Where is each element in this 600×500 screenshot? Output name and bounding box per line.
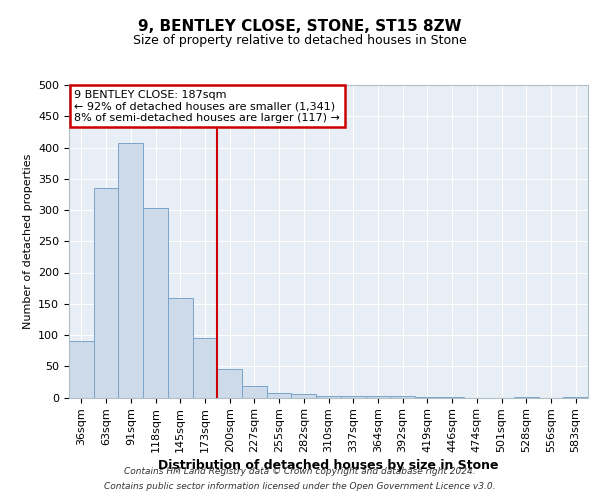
Bar bbox=[292, 394, 316, 398]
Y-axis label: Number of detached properties: Number of detached properties bbox=[23, 154, 32, 329]
Bar bbox=[316, 396, 341, 398]
Bar bbox=[193, 338, 217, 398]
Bar bbox=[514, 397, 539, 398]
Bar bbox=[168, 298, 193, 398]
Bar bbox=[440, 397, 464, 398]
Text: Contains HM Land Registry data © Crown copyright and database right 2024.: Contains HM Land Registry data © Crown c… bbox=[124, 467, 476, 476]
Bar bbox=[118, 143, 143, 398]
Bar bbox=[563, 397, 588, 398]
Bar bbox=[143, 208, 168, 398]
Bar bbox=[242, 386, 267, 398]
Bar bbox=[69, 341, 94, 398]
Bar bbox=[341, 396, 365, 398]
Bar bbox=[390, 396, 415, 398]
Bar bbox=[217, 370, 242, 398]
Text: 9 BENTLEY CLOSE: 187sqm
← 92% of detached houses are smaller (1,341)
8% of semi-: 9 BENTLEY CLOSE: 187sqm ← 92% of detache… bbox=[74, 90, 340, 123]
Bar bbox=[267, 392, 292, 398]
Bar bbox=[365, 396, 390, 398]
X-axis label: Distribution of detached houses by size in Stone: Distribution of detached houses by size … bbox=[158, 460, 499, 472]
Text: 9, BENTLEY CLOSE, STONE, ST15 8ZW: 9, BENTLEY CLOSE, STONE, ST15 8ZW bbox=[138, 19, 462, 34]
Text: Contains public sector information licensed under the Open Government Licence v3: Contains public sector information licen… bbox=[104, 482, 496, 491]
Bar bbox=[94, 188, 118, 398]
Bar bbox=[415, 397, 440, 398]
Text: Size of property relative to detached houses in Stone: Size of property relative to detached ho… bbox=[133, 34, 467, 47]
